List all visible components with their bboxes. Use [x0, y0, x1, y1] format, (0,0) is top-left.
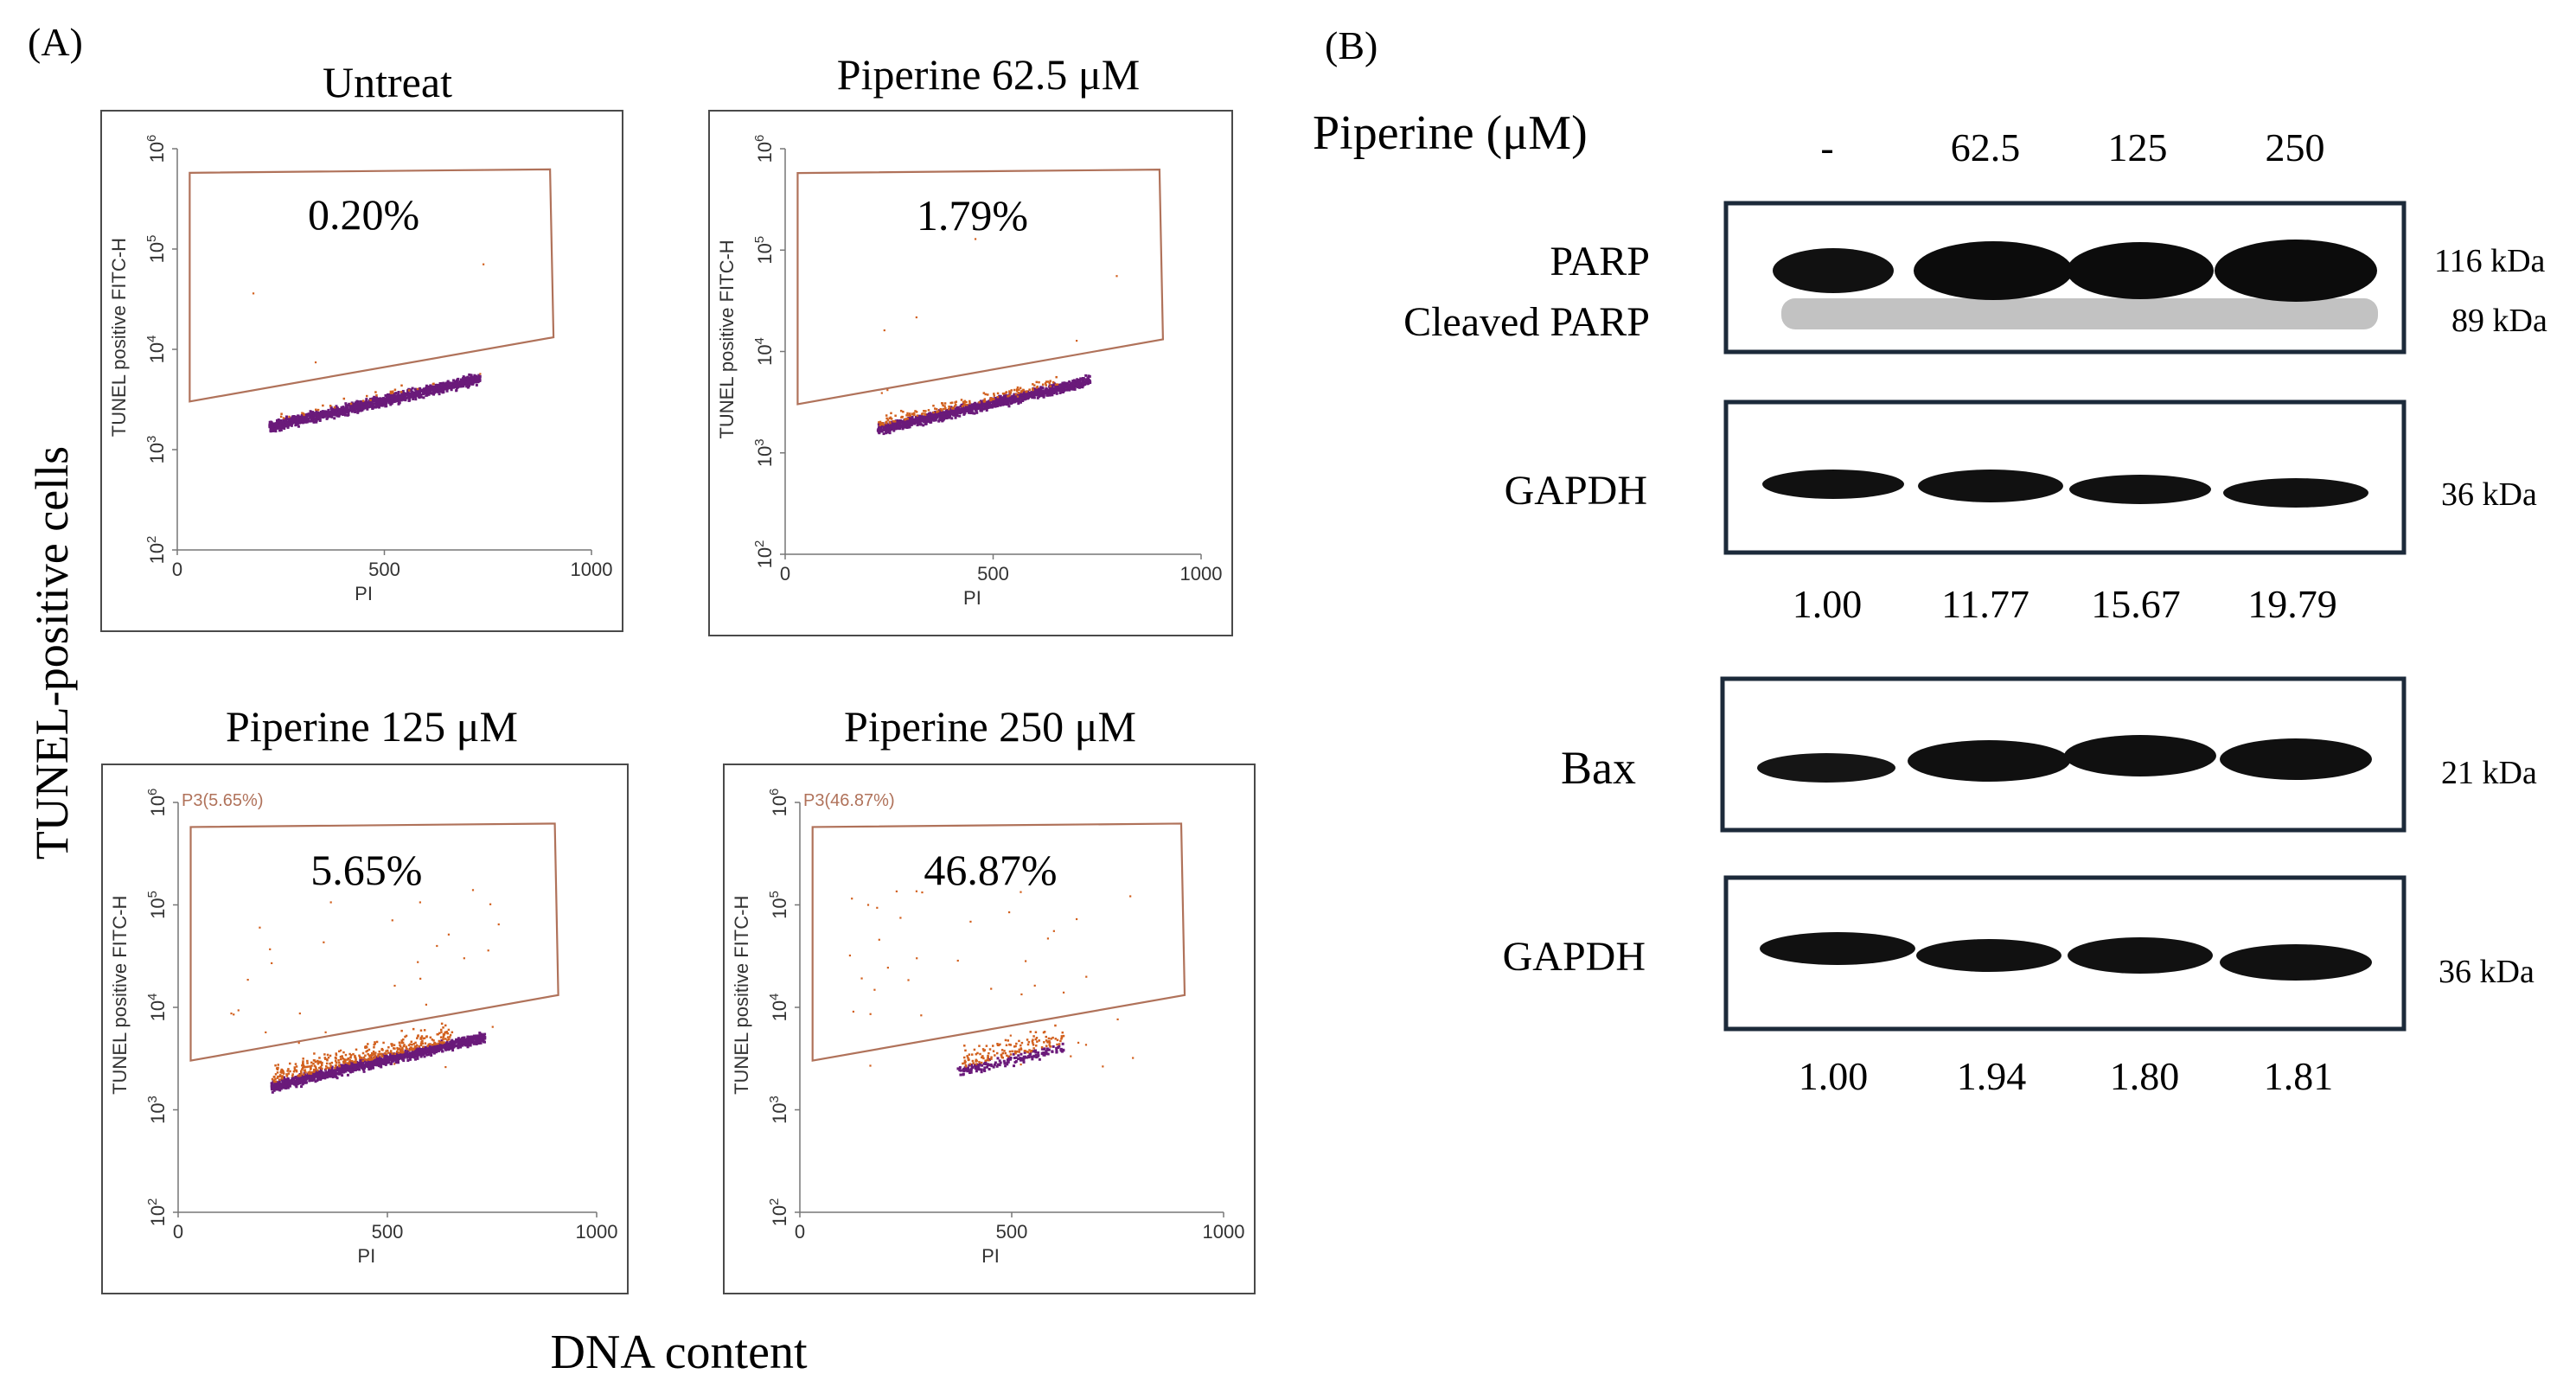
gate-label: P3(5.65%): [182, 791, 264, 810]
panel-a-y-title: TUNEL-positive cells: [26, 446, 78, 859]
band: [1918, 470, 2063, 502]
flow-y-axis-label: TUNEL positive FITC-H: [731, 896, 752, 1095]
flow-x-axis-label: PI: [355, 583, 373, 604]
lane-labels: - 62.5 125 250: [1820, 125, 2324, 169]
treatment-label: Piperine (μM): [1313, 106, 1588, 160]
band: [2067, 242, 2214, 299]
gate-percent: 5.65%: [310, 846, 422, 894]
x-tick-label: 0: [780, 563, 790, 585]
band: [1914, 241, 2073, 300]
blot-bands-gapdh-2: [1760, 932, 2372, 981]
kda-36-b: 36 kDa: [2439, 954, 2534, 990]
band: [2069, 475, 2211, 504]
gate-percent: 46.87%: [924, 846, 1057, 894]
flow-y-axis-label: TUNEL positive FITC-H: [108, 238, 130, 437]
gate-percent: 1.79%: [917, 191, 1028, 240]
x-tick-label: 0: [172, 559, 182, 580]
band: [1762, 470, 1904, 499]
blot-bands-gapdh-1: [1762, 470, 2368, 508]
y-tick-label: 102: [767, 1198, 790, 1227]
gate-region: [189, 822, 559, 1062]
x-tick-label: 0: [795, 1221, 805, 1243]
x-tick-label: 500: [372, 1221, 404, 1243]
x-tick-label: 1000: [576, 1221, 618, 1243]
quant-value: 11.77: [1941, 582, 2029, 626]
x-tick-label: 1000: [1180, 563, 1223, 585]
quant-value: 1.00: [1799, 1054, 1869, 1098]
quant-bax: 1.00 1.94 1.80 1.81: [1799, 1054, 2334, 1098]
lane-label: 125: [2108, 125, 2168, 169]
panel-a-x-title: DNA content: [550, 1326, 808, 1379]
blot-label-cleaved-parp: Cleaved PARP: [1403, 299, 1650, 345]
blot-box-gapdh-1: [1723, 399, 2407, 555]
quant-value: 19.79: [2247, 582, 2337, 626]
gate-label: P3(46.87%): [803, 791, 895, 810]
kda-21: 21 kDa: [2441, 755, 2537, 791]
gate-region: [811, 822, 1186, 1062]
lane-label: -: [1820, 125, 1833, 169]
blot-label-gapdh-2: GAPDH: [1503, 934, 1646, 980]
panel-a-label: (A): [28, 20, 83, 64]
flow-plot-title: Piperine 250 μM: [844, 702, 1136, 751]
flow-plot-title: Untreat: [323, 58, 452, 106]
scatter-points: [252, 263, 485, 433]
gate-percent: 0.20%: [308, 190, 419, 239]
flow-y-axis-label: TUNEL positive FITC-H: [109, 896, 131, 1095]
band: [1760, 932, 1915, 965]
band: [2223, 478, 2368, 508]
blot-label-parp: PARP: [1550, 239, 1650, 284]
band: [1757, 753, 1895, 783]
flow-y-axis-label: TUNEL positive FITC-H: [716, 240, 738, 438]
quant-value: 1.80: [2110, 1054, 2180, 1098]
kda-89: 89 kDa: [2451, 303, 2547, 339]
scatter-points: [876, 238, 1118, 436]
x-tick-label: 1000: [571, 559, 613, 580]
band: [1916, 939, 2061, 972]
lane-label: 62.5: [1951, 125, 2021, 169]
scatter-points: [230, 889, 500, 1094]
band: [2220, 738, 2372, 780]
x-tick-label: 1000: [1203, 1221, 1245, 1243]
band: [2064, 735, 2216, 776]
x-tick-label: 500: [977, 563, 1009, 585]
band: [2068, 937, 2213, 974]
band: [2220, 944, 2372, 981]
gate-region: [796, 169, 1165, 406]
band: [1908, 740, 2070, 782]
scatter-points: [848, 890, 1135, 1077]
flow-plot-title: Piperine 125 μM: [226, 702, 518, 751]
flow-x-axis-label: PI: [981, 1245, 1000, 1267]
flow-x-axis-label: PI: [963, 587, 981, 609]
gate-region: [189, 168, 555, 403]
band: [2215, 240, 2377, 302]
blot-bands-bax: [1757, 735, 2372, 783]
x-tick-label: 500: [368, 559, 400, 580]
quant-value: 1.81: [2264, 1054, 2334, 1098]
kda-36-a: 36 kDa: [2441, 476, 2537, 513]
quant-value: 1.94: [1957, 1054, 2027, 1098]
kda-116: 116 kDa: [2434, 243, 2546, 279]
flow-plot-title: Piperine 62.5 μM: [837, 50, 1140, 99]
x-tick-label: 0: [173, 1221, 183, 1243]
flow-x-axis-label: PI: [357, 1245, 375, 1267]
quant-value: 1.00: [1793, 582, 1863, 626]
blot-bands-parp: [1773, 240, 2378, 329]
blot-label-gapdh-1: GAPDH: [1505, 468, 1647, 514]
band: [1773, 248, 1894, 293]
x-tick-label: 500: [996, 1221, 1028, 1243]
quant-value: 15.67: [2091, 582, 2181, 626]
panel-b-label: (B): [1325, 23, 1377, 67]
lane-label: 250: [2266, 125, 2325, 169]
blot-label-bax: Bax: [1561, 742, 1636, 794]
quant-parp: 1.00 11.77 15.67 19.79: [1793, 582, 2337, 626]
